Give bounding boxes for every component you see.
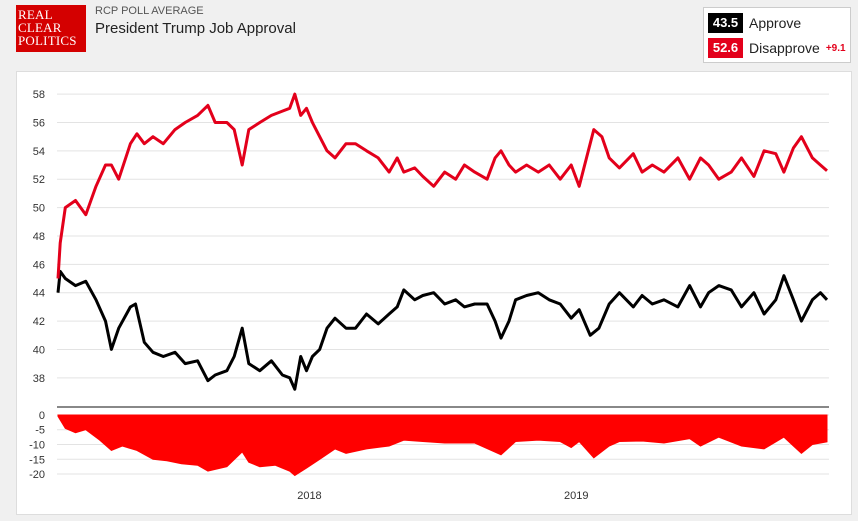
y-tick-label: 58	[33, 89, 45, 101]
y-tick-label: 50	[33, 203, 45, 215]
approve-label: Approve	[749, 15, 802, 31]
spread-value: +9.1	[825, 42, 846, 54]
spread-y-tick-label: 0	[39, 410, 45, 422]
y-tick-label: 42	[33, 316, 45, 328]
realclearpolitics-logo[interactable]: REAL CLEAR POLITICS	[16, 5, 86, 52]
legend-item-approve[interactable]: 43.5 Approve	[708, 13, 801, 33]
y-tick-label: 52	[33, 174, 45, 186]
y-tick-label: 54	[33, 146, 45, 158]
spread-area	[57, 414, 828, 477]
main-lines	[56, 92, 829, 391]
x-tick-label: 2018	[297, 490, 321, 502]
chart-panel[interactable]: 38 40 42 44 46 48 50 52 54 56 58 0 -5 -10 -15 -20 2018…	[16, 71, 852, 515]
y-tick-label: 46	[33, 259, 45, 271]
approve-value: 43.5	[708, 13, 743, 33]
disapprove-value: 52.6	[708, 38, 743, 58]
spread-y-tick-label: -15	[29, 454, 45, 466]
legend-item-disapprove[interactable]: 52.6 Disapprove +9.1	[708, 38, 846, 58]
y-tick-label: 40	[33, 344, 45, 356]
spread-area-group	[57, 414, 828, 477]
disapprove-label: Disapprove	[749, 40, 820, 56]
x-tick-label: 2019	[564, 490, 588, 502]
spread-y-tick-label: -10	[29, 440, 45, 452]
disapprove-series-line	[56, 92, 828, 279]
main-grid	[57, 93, 829, 379]
logo-line-1: REAL	[18, 7, 53, 22]
header: REAL CLEAR POLITICS RCP POLL AVERAGE Pre…	[0, 0, 858, 70]
spread-y-axis: 0 -5 -10 -15 -20	[29, 410, 45, 481]
y-tick-label: 48	[33, 231, 45, 243]
legend: 43.5 Approve 52.6 Disapprove +9.1	[703, 7, 851, 63]
approve-series-line	[56, 269, 829, 391]
logo-line-3: POLITICS	[18, 33, 77, 48]
spread-y-tick-label: -20	[29, 469, 45, 481]
y-tick-label: 56	[33, 117, 45, 129]
logo-line-2: CLEAR	[18, 20, 62, 35]
x-axis: 2018 2019	[297, 490, 588, 502]
y-tick-label: 38	[33, 373, 45, 385]
main-y-axis: 38 40 42 44 46 48 50 52 54 56 58	[33, 89, 45, 385]
chart-supertitle: RCP POLL AVERAGE	[95, 5, 204, 17]
approval-chart[interactable]: 38 40 42 44 46 48 50 52 54 56 58 0 -5 -10 -15 -20 2018…	[17, 72, 853, 516]
spread-y-tick-label: -5	[35, 425, 45, 437]
chart-title: President Trump Job Approval	[95, 20, 296, 37]
y-tick-label: 44	[33, 288, 45, 300]
